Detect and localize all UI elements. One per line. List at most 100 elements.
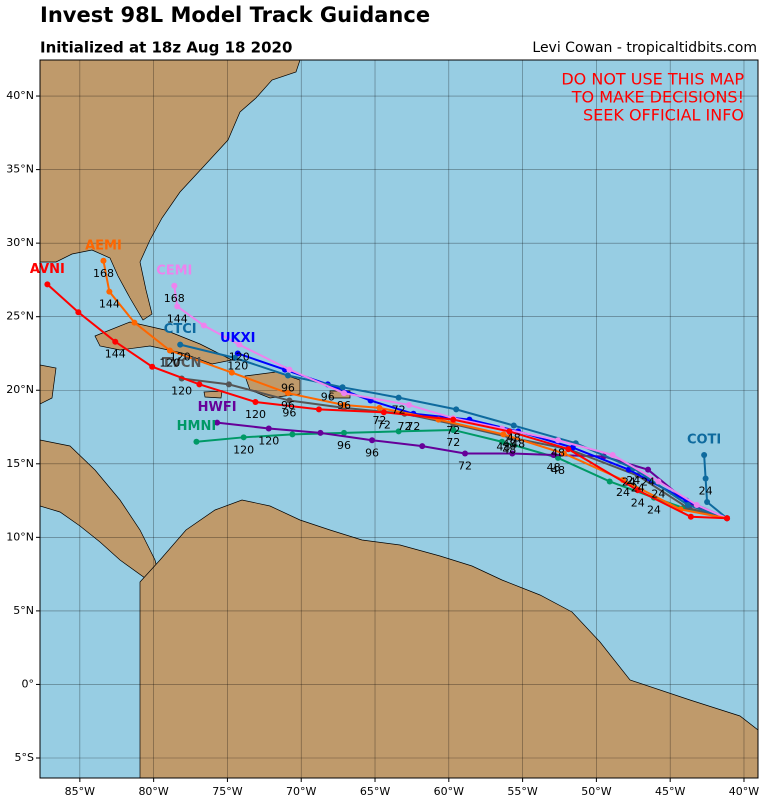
hour-label: 120 (233, 443, 254, 456)
track-point (509, 450, 516, 457)
cuba (94, 321, 234, 365)
y-tick-label: 30°N (6, 236, 34, 249)
hour-label: 48 (547, 461, 561, 474)
x-tick-label: 75°W (212, 785, 242, 798)
track-point (177, 341, 184, 348)
hour-label: 24 (651, 487, 665, 500)
hour-label: 48 (507, 432, 521, 445)
hour-label: 72 (392, 404, 406, 417)
hour-label: 24 (647, 504, 661, 517)
y-tick-label: 5°S (15, 751, 34, 764)
model-label: TVCN (162, 356, 201, 371)
x-tick-label: 60°W (434, 785, 464, 798)
track-point (609, 451, 616, 458)
hour-label: 96 (281, 382, 295, 395)
track-point (339, 384, 346, 391)
track-point (196, 381, 203, 388)
hour-label: 24 (641, 476, 655, 489)
model-label: CEMI (156, 263, 192, 278)
track-point (341, 401, 348, 408)
hour-label: 168 (93, 267, 114, 280)
track-point (214, 419, 221, 426)
hour-label: 24 (616, 486, 630, 499)
land (40, 60, 758, 778)
hour-label: 72 (446, 424, 460, 437)
track-point (380, 409, 387, 416)
warning-line: SEEK OFFICIAL INFO (583, 106, 744, 125)
track-point (369, 437, 376, 444)
track-point (289, 431, 296, 438)
track-point (724, 515, 731, 522)
track-point (228, 369, 235, 376)
title: Invest 98L Model Track Guidance (40, 3, 430, 27)
track-point (702, 475, 709, 482)
hour-label: 120 (171, 384, 192, 397)
x-tick-label: 65°W (360, 785, 390, 798)
track-point (634, 487, 641, 494)
x-tick-label: 45°W (655, 785, 685, 798)
hour-label: 24 (622, 476, 636, 489)
hour-label: 96 (337, 399, 351, 412)
track-point (341, 390, 348, 397)
model-label: CTCI (164, 322, 197, 337)
track-point (225, 381, 232, 388)
track-point (500, 431, 507, 438)
x-tick-label: 85°W (65, 785, 95, 798)
hour-label: 72 (458, 459, 472, 472)
hour-label: 96 (321, 390, 335, 403)
y-tick-label: 40°N (6, 89, 34, 102)
y-tick-label: 10°N (6, 530, 34, 543)
warning-line: TO MAKE DECISIONS! (571, 88, 744, 107)
north-america (40, 60, 301, 321)
model-track (44, 281, 731, 522)
track-point (704, 499, 711, 506)
track-point (395, 394, 402, 401)
hour-label: 96 (282, 407, 296, 420)
track-point (450, 416, 457, 423)
track-point (234, 350, 241, 357)
track-point (286, 366, 293, 373)
hour-label: 72 (377, 418, 391, 431)
hour-label: 96 (337, 439, 351, 452)
track-point (701, 451, 708, 458)
track-point (395, 428, 402, 435)
track-point (606, 478, 613, 485)
y-tick-label: 0° (22, 677, 35, 690)
track-point (75, 309, 82, 316)
grid (36, 60, 758, 782)
y-tick-label: 35°N (6, 163, 34, 176)
track-point (462, 450, 469, 457)
hour-label: 24 (631, 496, 645, 509)
y-tick-label: 20°N (6, 383, 34, 396)
track-point (498, 438, 505, 445)
track-point (236, 341, 243, 348)
track-point (286, 397, 293, 404)
track-point (231, 354, 238, 361)
yucatan (40, 364, 57, 405)
model-label: HWFI (198, 400, 237, 415)
hour-label: 144 (99, 298, 120, 311)
hour-label: 120 (258, 434, 279, 447)
hour-label: 144 (167, 312, 188, 325)
hour-label: 120 (245, 408, 266, 421)
track-point (131, 319, 138, 326)
hour-label: 48 (551, 446, 565, 459)
hour-label: 48 (502, 443, 516, 456)
track-line (46, 283, 728, 520)
track-point (252, 399, 259, 406)
hour-label: 72 (372, 414, 386, 427)
track-point (284, 372, 291, 379)
track-point (315, 406, 322, 413)
jamaica (203, 390, 223, 399)
tracks: 24 COTI 24 48 72 96 120 HMNI 24 48 72 96 120 HWFI 24 48… (30, 238, 731, 522)
track-point (684, 501, 691, 508)
track-point (174, 303, 181, 310)
x-tick-label: 50°W (581, 785, 611, 798)
track-point (149, 363, 156, 370)
x-tick-label: 70°W (286, 785, 316, 798)
hour-label: 24 (699, 485, 713, 498)
track-point (44, 281, 51, 288)
model-label: AVNI (30, 262, 65, 277)
credit: Levi Cowan - tropicaltidbits.com (532, 40, 757, 56)
